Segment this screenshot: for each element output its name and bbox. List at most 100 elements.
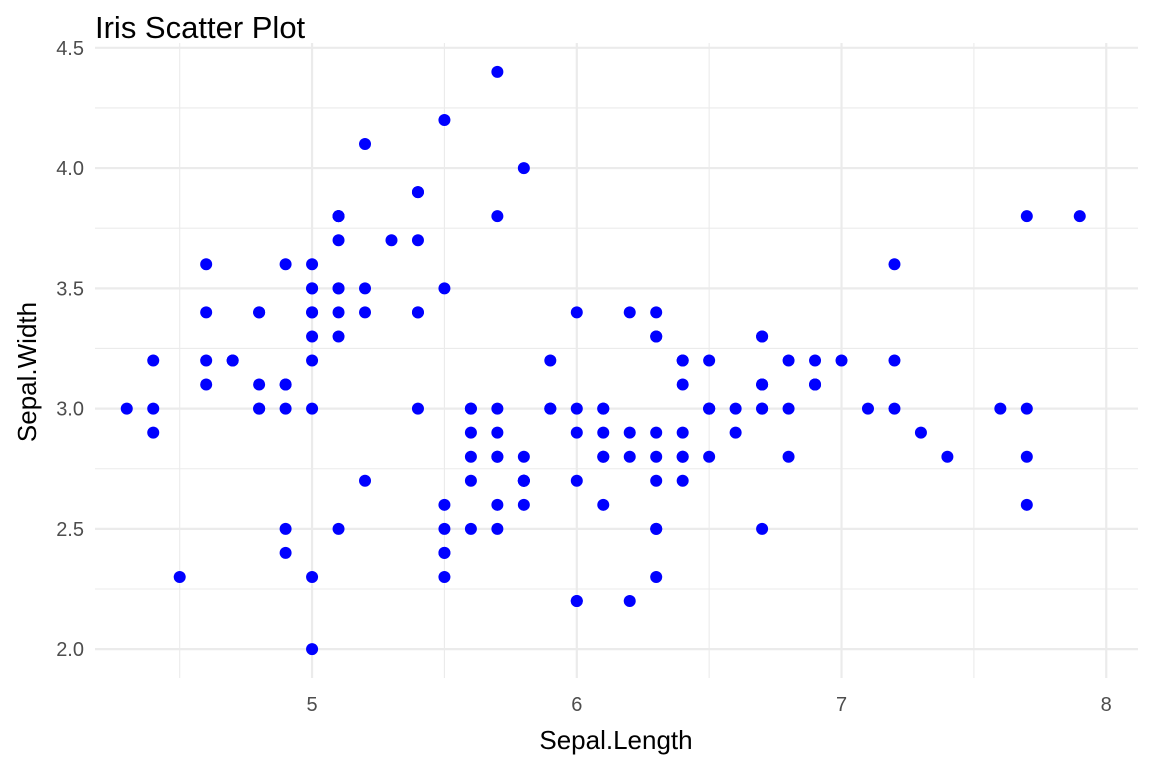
data-point: [809, 378, 822, 391]
data-point: [411, 186, 424, 199]
data-point: [120, 402, 133, 415]
data-point: [491, 65, 504, 78]
data-point: [703, 402, 716, 415]
data-point: [782, 402, 795, 415]
data-point: [438, 570, 451, 583]
data-point: [597, 402, 610, 415]
x-axis-title: Sepal.Length: [539, 725, 692, 755]
data-point: [597, 498, 610, 511]
data-point: [359, 282, 372, 295]
data-point: [597, 426, 610, 439]
data-point: [147, 402, 160, 415]
data-point: [650, 306, 663, 319]
data-point: [570, 402, 583, 415]
data-point: [623, 426, 636, 439]
data-point: [782, 354, 795, 367]
data-point: [570, 595, 583, 608]
data-point: [570, 426, 583, 439]
y-tick-label: 2.0: [56, 639, 84, 661]
major-gridlines: [95, 43, 1138, 678]
data-point: [676, 450, 689, 463]
data-point: [517, 450, 530, 463]
data-point: [650, 522, 663, 535]
data-point: [729, 426, 742, 439]
data-point: [438, 113, 451, 126]
data-point: [359, 138, 372, 151]
data-point: [597, 450, 610, 463]
data-point: [676, 354, 689, 367]
data-point: [782, 450, 795, 463]
data-points: [120, 65, 1086, 656]
data-point: [200, 258, 213, 271]
data-point: [1020, 210, 1033, 223]
data-point: [941, 450, 954, 463]
y-tick-label: 3.5: [56, 278, 84, 300]
data-point: [517, 474, 530, 487]
data-point: [888, 258, 901, 271]
data-point: [491, 402, 504, 415]
y-tick-label: 2.5: [56, 519, 84, 541]
data-point: [359, 306, 372, 319]
data-point: [279, 402, 292, 415]
y-axis-tick-labels: 2.0 2.5 3.0 3.5 4.0 4.5: [56, 38, 84, 661]
data-point: [491, 498, 504, 511]
x-tick-label: 6: [571, 694, 582, 716]
data-point: [491, 522, 504, 535]
data-point: [253, 402, 266, 415]
data-point: [306, 643, 319, 656]
data-point: [279, 258, 292, 271]
data-point: [173, 570, 186, 583]
data-point: [729, 402, 742, 415]
data-point: [676, 378, 689, 391]
data-point: [861, 402, 874, 415]
data-point: [570, 306, 583, 319]
data-point: [756, 378, 769, 391]
data-point: [676, 474, 689, 487]
data-point: [306, 354, 319, 367]
data-point: [835, 354, 848, 367]
data-point: [544, 354, 557, 367]
data-point: [491, 426, 504, 439]
x-axis-tick-labels: 5 6 7 8: [307, 694, 1112, 716]
data-point: [200, 378, 213, 391]
data-point: [306, 330, 319, 343]
data-point: [491, 210, 504, 223]
data-point: [438, 522, 451, 535]
chart-title: Iris Scatter Plot: [95, 10, 306, 45]
data-point: [517, 162, 530, 175]
data-point: [464, 474, 477, 487]
data-point: [306, 402, 319, 415]
data-point: [1020, 402, 1033, 415]
minor-gridlines: [95, 43, 1138, 678]
data-point: [623, 450, 636, 463]
data-point: [544, 402, 557, 415]
data-point: [623, 306, 636, 319]
data-point: [650, 450, 663, 463]
data-point: [650, 570, 663, 583]
data-point: [253, 378, 266, 391]
data-point: [332, 282, 345, 295]
data-point: [464, 450, 477, 463]
data-point: [756, 330, 769, 343]
data-point: [438, 498, 451, 511]
data-point: [279, 546, 292, 559]
data-point: [359, 474, 372, 487]
data-point: [623, 595, 636, 608]
data-point: [756, 522, 769, 535]
data-point: [332, 306, 345, 319]
data-point: [703, 450, 716, 463]
data-point: [279, 378, 292, 391]
data-point: [1020, 450, 1033, 463]
data-point: [332, 330, 345, 343]
y-tick-label: 4.0: [56, 158, 84, 180]
data-point: [226, 354, 239, 367]
x-tick-label: 5: [307, 694, 318, 716]
data-point: [464, 402, 477, 415]
data-point: [411, 234, 424, 247]
data-point: [147, 426, 160, 439]
data-point: [200, 354, 213, 367]
x-tick-label: 7: [836, 694, 847, 716]
data-point: [888, 402, 901, 415]
data-point: [411, 306, 424, 319]
